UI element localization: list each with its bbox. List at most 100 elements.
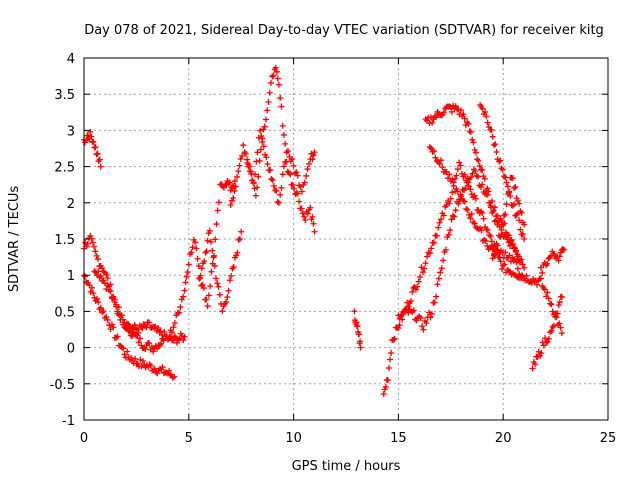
data-point-marker: [170, 337, 177, 344]
data-point-marker: [273, 68, 280, 75]
data-point-marker: [134, 360, 141, 367]
data-point-marker: [531, 278, 538, 285]
data-point-marker: [503, 201, 510, 208]
data-point-marker: [461, 115, 468, 122]
data-point-marker: [454, 188, 461, 195]
data-point-marker: [124, 348, 131, 355]
data-point-marker: [429, 148, 436, 155]
data-point-marker: [208, 238, 215, 245]
data-point-marker: [426, 250, 433, 257]
y-tick-label: 2: [67, 197, 75, 212]
data-point-marker: [499, 166, 506, 173]
data-point-marker: [183, 273, 190, 280]
data-point-marker: [234, 249, 241, 256]
data-point-marker: [544, 260, 551, 267]
data-point-marker: [419, 269, 426, 276]
data-point-marker: [215, 283, 222, 290]
data-point-marker: [466, 128, 473, 135]
data-point-marker: [457, 191, 464, 198]
data-point-marker: [181, 333, 188, 340]
data-point-marker: [483, 113, 490, 120]
data-point-marker: [139, 358, 146, 365]
data-point-marker: [198, 265, 205, 272]
data-point-marker: [427, 314, 434, 321]
data-point-marker: [272, 64, 279, 71]
data-point-marker: [230, 195, 237, 202]
data-point-marker: [506, 189, 513, 196]
data-point-marker: [305, 160, 312, 167]
data-point-marker: [517, 226, 524, 233]
data-point-marker: [267, 166, 274, 173]
data-point-marker: [471, 192, 478, 199]
data-point-marker: [462, 185, 469, 192]
data-point-marker: [94, 256, 101, 263]
data-point-marker: [435, 275, 442, 282]
data-point-marker: [307, 204, 314, 211]
data-point-marker: [480, 215, 487, 222]
data-point-marker: [501, 173, 508, 180]
data-point-marker: [244, 159, 251, 166]
x-axis-label: GPS time / hours: [292, 459, 401, 474]
data-point-marker: [155, 324, 162, 331]
data-point-marker: [242, 150, 249, 157]
data-point-marker: [93, 252, 100, 259]
data-point-marker: [290, 162, 297, 169]
data-point-marker: [104, 274, 111, 281]
data-point-marker: [438, 112, 445, 119]
data-point-marker: [302, 217, 309, 224]
data-point-marker: [529, 365, 536, 372]
data-point-marker: [407, 298, 414, 305]
data-point-marker: [226, 179, 233, 186]
data-point-marker: [154, 370, 161, 377]
data-point-marker: [555, 257, 562, 264]
data-point-marker: [228, 197, 235, 204]
data-point-marker: [448, 108, 455, 115]
data-point-marker: [493, 148, 500, 155]
chart-title: Day 078 of 2021, Sidereal Day-to-day VTE…: [84, 23, 604, 38]
data-point-marker: [228, 272, 235, 279]
data-point-marker: [439, 164, 446, 171]
data-point-marker: [311, 149, 318, 156]
data-point-marker: [118, 312, 125, 319]
data-point-marker: [431, 148, 438, 155]
data-point-marker: [278, 184, 285, 191]
data-point-marker: [206, 227, 213, 234]
data-point-marker: [298, 188, 305, 195]
data-point-marker: [516, 217, 523, 224]
data-point-marker: [146, 340, 153, 347]
data-point-marker: [490, 207, 497, 214]
data-point-marker: [209, 247, 216, 254]
y-tick-label: 0.5: [54, 305, 75, 320]
data-point-marker: [304, 210, 311, 217]
data-point-marker: [88, 284, 95, 291]
data-point-marker: [513, 195, 520, 202]
data-point-marker: [282, 140, 289, 147]
data-point-marker: [189, 244, 196, 251]
y-tick-label: 1.5: [54, 233, 75, 248]
data-point-marker: [433, 232, 440, 239]
data-point-marker: [423, 319, 430, 326]
data-point-marker: [426, 144, 433, 151]
data-point-marker: [497, 233, 504, 240]
data-point-marker: [479, 105, 486, 112]
data-point-marker: [279, 171, 286, 178]
data-point-marker: [457, 162, 464, 169]
data-point-marker: [234, 173, 241, 180]
data-point-marker: [388, 349, 395, 356]
data-point-marker: [254, 184, 261, 191]
data-point-marker: [180, 337, 187, 344]
data-point-marker: [545, 295, 552, 302]
data-point-marker: [558, 330, 565, 337]
data-point-marker: [150, 348, 157, 355]
data-point-marker: [200, 285, 207, 292]
data-point-marker: [259, 135, 266, 142]
data-point-marker: [463, 205, 470, 212]
data-point-marker: [542, 335, 549, 342]
data-point-marker: [532, 361, 539, 368]
data-point-marker: [239, 153, 246, 160]
data-point-marker: [213, 221, 220, 228]
data-point-marker: [382, 383, 389, 390]
data-point-marker: [492, 141, 499, 148]
data-point-marker: [513, 211, 520, 218]
data-point-marker: [508, 238, 515, 245]
